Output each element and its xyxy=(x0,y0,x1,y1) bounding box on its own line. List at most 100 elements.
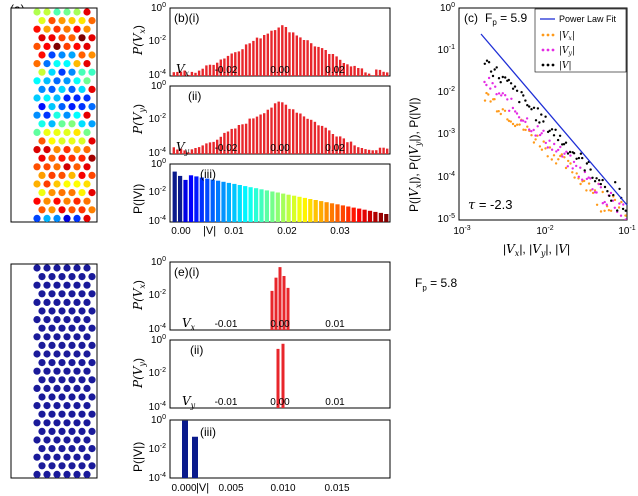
svg-text:10-4: 10-4 xyxy=(149,472,166,484)
particle xyxy=(63,384,71,392)
scatter-point xyxy=(530,134,533,137)
histogram-bar xyxy=(375,69,378,76)
scatter-point xyxy=(534,138,537,141)
svg-text:100: 100 xyxy=(440,2,455,14)
histogram-bar xyxy=(328,130,331,154)
scatter-point xyxy=(589,189,592,192)
scatter-point xyxy=(553,142,556,146)
ylabel-b-i: P(Vx) xyxy=(131,25,147,56)
particle xyxy=(38,359,46,367)
histogram-bar xyxy=(194,176,199,222)
histogram-bar xyxy=(188,175,194,222)
particle xyxy=(53,333,61,341)
particle xyxy=(83,436,91,444)
histogram-bar xyxy=(230,128,233,154)
histogram-bar xyxy=(371,150,374,154)
scatter-point xyxy=(599,182,602,186)
scatter-point xyxy=(485,91,488,95)
particle xyxy=(58,341,66,349)
histogram-bar xyxy=(241,49,244,76)
particle xyxy=(73,42,81,51)
particle xyxy=(88,427,96,435)
scatter-point xyxy=(564,166,568,170)
histogram-bar xyxy=(219,136,222,154)
scatter-point xyxy=(544,147,547,150)
histogram-bar xyxy=(212,64,215,76)
particle xyxy=(88,479,95,486)
particle xyxy=(58,223,65,230)
histogram-bar xyxy=(362,209,367,222)
svg-text:100: 100 xyxy=(151,256,166,268)
plot-frame-e-ii xyxy=(169,339,391,409)
histogram-bar xyxy=(281,25,284,76)
particle xyxy=(68,307,76,315)
particle xyxy=(88,137,96,145)
histogram-bar xyxy=(201,68,204,76)
histogram-bar xyxy=(270,30,273,76)
scatter-point xyxy=(579,152,583,155)
scatter-point xyxy=(569,154,572,157)
yticks-e-iii: 100 10-2 10-4 xyxy=(149,414,166,484)
particle xyxy=(33,60,41,68)
particle xyxy=(68,427,76,435)
histogram-bar xyxy=(367,210,373,222)
panel-label-b-ii: (ii) xyxy=(188,89,201,103)
panel-label-e-ii: (ii) xyxy=(190,343,203,357)
particle xyxy=(83,197,91,205)
particle xyxy=(78,154,86,162)
particle xyxy=(58,359,66,367)
scatter-point xyxy=(525,117,529,120)
histogram-bar xyxy=(234,52,237,76)
histogram-bar xyxy=(275,192,280,222)
scatter-point xyxy=(583,169,586,172)
particle xyxy=(88,341,96,349)
scatter-point xyxy=(548,129,551,132)
scatter-point xyxy=(595,203,599,206)
particle xyxy=(83,128,91,136)
particle xyxy=(48,427,56,435)
particle xyxy=(78,393,86,401)
histogram-bar xyxy=(367,73,371,76)
particle xyxy=(83,402,91,410)
particle xyxy=(88,189,96,197)
particle xyxy=(58,68,66,76)
scatter-point xyxy=(612,193,615,197)
ylabel-b-iii: P(|V|) xyxy=(131,184,145,214)
histogram-bar xyxy=(263,35,266,76)
scatter-point xyxy=(495,93,498,96)
particle xyxy=(73,402,81,410)
yticks-c: 100 10-1 10-2 10-3 10-4 10-5 xyxy=(438,2,455,225)
svg-text:0.02: 0.02 xyxy=(277,226,297,237)
scatter-point xyxy=(518,100,521,104)
scatter-point xyxy=(491,74,495,78)
scatter-point xyxy=(513,85,517,88)
svg-text:0.005: 0.005 xyxy=(218,483,243,494)
histogram-bar xyxy=(176,149,179,154)
particle xyxy=(78,341,86,349)
particle xyxy=(83,42,91,51)
particle xyxy=(78,273,86,281)
particle xyxy=(48,189,56,197)
scatter-point xyxy=(507,78,510,82)
histogram-bar xyxy=(230,53,233,76)
svg-text:10-2: 10-2 xyxy=(149,367,166,379)
scatter-point xyxy=(487,93,490,96)
particle xyxy=(53,436,61,444)
particle xyxy=(58,290,66,298)
particle xyxy=(38,410,46,418)
particle xyxy=(83,367,91,375)
histogram-bar xyxy=(270,107,273,154)
particle xyxy=(63,214,71,222)
particle xyxy=(43,384,51,392)
histogram-bar xyxy=(187,74,190,76)
histogram-bar xyxy=(317,46,320,76)
histogram-bar xyxy=(232,183,237,222)
particle xyxy=(48,359,56,367)
scatter-point xyxy=(577,156,581,160)
svg-text:10-1: 10-1 xyxy=(438,44,455,56)
particle xyxy=(33,419,41,427)
histogram-bar xyxy=(179,71,183,76)
particle xyxy=(63,111,71,119)
particle xyxy=(33,453,41,461)
plot-frame-c xyxy=(458,7,628,221)
